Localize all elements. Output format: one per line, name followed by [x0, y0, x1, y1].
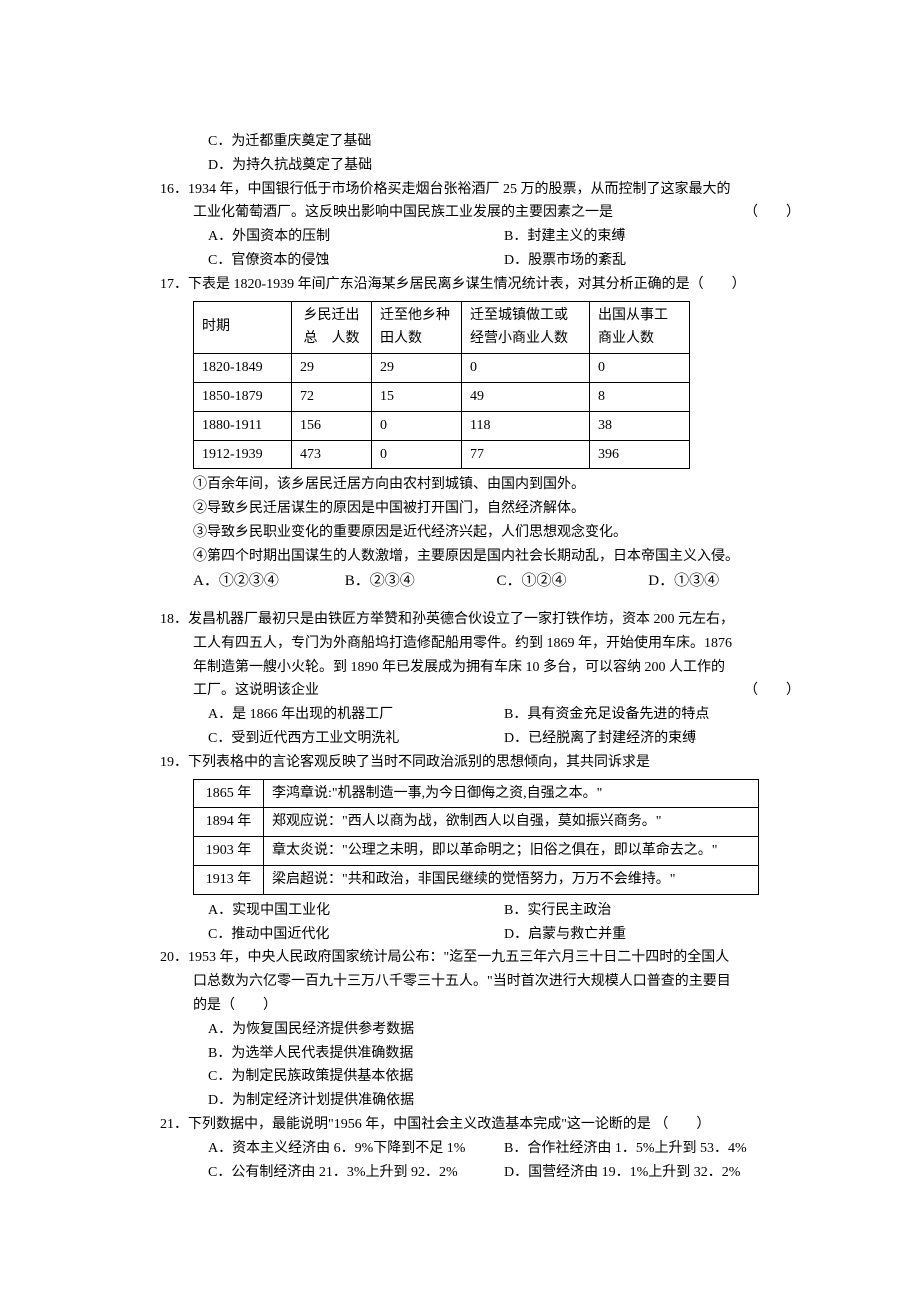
q21-options-row2: C．公有制经济由 21．3%上升到 92．2% D．国营经济由 19．1%上升到…	[140, 1161, 800, 1185]
cell: 1880-1911	[194, 411, 292, 440]
q20-stem-2: 口总数为六亿零一百九十三万八千零三十五人。"当时首次进行大规模人口普查的主要目	[140, 970, 800, 994]
cell: 38	[590, 411, 690, 440]
q16-option-d: D．股票市场的紊乱	[504, 249, 800, 273]
q16-option-a: A．外国资本的压制	[208, 225, 504, 249]
q18-paren: （ ）	[744, 679, 800, 703]
q17-option-a: A．①②③④	[193, 569, 345, 595]
q15-option-c: C．为迁都重庆奠定了基础	[140, 130, 800, 154]
q17-line2: ②导致乡民迁居谋生的原因是中国被打开国门，自然经济解体。	[140, 497, 800, 521]
cell: 15	[372, 382, 462, 411]
q19-options-row2: C．推动中国近代化 D．启蒙与救亡并重	[140, 923, 800, 947]
q17-h3: 迁至城镇做工或经营小商业人数	[462, 301, 590, 354]
cell: 156	[292, 411, 372, 440]
q16-stem-1: 16．1934 年，中国银行低于市场价格买走烟台张裕酒厂 25 万的股票，从而控…	[173, 178, 800, 202]
cell: 473	[292, 440, 372, 469]
q15-option-d: D．为持久抗战奠定了基础	[140, 154, 800, 178]
q19-table: 1865 年 李鸿章说:"机器制造一事,为今日御侮之资,自强之本。" 1894 …	[193, 779, 759, 895]
q18-option-c: C．受到近代西方工业文明洗礼	[208, 727, 504, 751]
q19-stem: 19．下列表格中的言论客观反映了当时不同政治派别的思想倾向，其共同诉求是	[173, 751, 800, 775]
q21-options-row1: A．资本主义经济由 6．9%下降到不足 1% B．合作社经济由 1．5%上升到 …	[140, 1137, 800, 1161]
cell: 1913 年	[194, 866, 264, 895]
q17-stem: 17．下表是 1820-1939 年间广东沿海某乡居民离乡谋生情况统计表，对其分…	[173, 273, 800, 297]
q18-stem-4-text: 工厂。这说明该企业	[193, 683, 319, 698]
q18-option-b: B．具有资金充足设备先进的特点	[504, 703, 800, 727]
q19-options-row1: A．实现中国工业化 B．实行民主政治	[140, 899, 800, 923]
q16-option-b: B．封建主义的束缚	[504, 225, 800, 249]
q20-stem-1: 20．1953 年，中央人民政府国家统计局公布："迄至一九五三年六月三十日二十四…	[173, 946, 800, 970]
cell: 72	[292, 382, 372, 411]
table-row: 1880-1911 156 0 118 38	[194, 411, 690, 440]
q21-option-a: A．资本主义经济由 6．9%下降到不足 1%	[208, 1137, 504, 1161]
q16-option-c: C．官僚资本的侵蚀	[208, 249, 504, 273]
q16-options-row2: C．官僚资本的侵蚀 D．股票市场的紊乱	[140, 249, 800, 273]
cell: 0	[462, 354, 590, 383]
table-row: 1850-1879 72 15 49 8	[194, 382, 690, 411]
table-row: 1894 年 郑观应说："西人以商为战，欲制西人以自强，莫如振兴商务。"	[194, 808, 759, 837]
q16-stem-2-text: 工业化葡萄酒厂。这反映出影响中国民族工业发展的主要因素之一是	[193, 205, 613, 220]
table-row: 1865 年 李鸿章说:"机器制造一事,为今日御侮之资,自强之本。"	[194, 779, 759, 808]
q21-stem: 21．下列数据中，最能说明"1956 年，中国社会主义改造基本完成"这一论断的是…	[173, 1113, 800, 1137]
table-row: 时期 乡民迁出总 人数 迁至他乡种田人数 迁至城镇做工或经营小商业人数 出国从事…	[194, 301, 690, 354]
cell: 29	[372, 354, 462, 383]
q17-h4: 出国从事工商业人数	[590, 301, 690, 354]
q17-option-c: C．①②④	[497, 569, 649, 595]
q18-stem-2: 工人有四五人，专门为外商船坞打造修配船用零件。约到 1869 年，开始使用车床。…	[140, 632, 800, 656]
q18-option-d: D．已经脱离了封建经济的束缚	[504, 727, 800, 751]
cell: 郑观应说："西人以商为战，欲制西人以自强，莫如振兴商务。"	[264, 808, 759, 837]
cell: 8	[590, 382, 690, 411]
q17-line1: ①百余年间，该乡居民迁居方向由农村到城镇、由国内到国外。	[140, 473, 800, 497]
table-row: 1912-1939 473 0 77 396	[194, 440, 690, 469]
q20-option-b: B．为选举人民代表提供准确数据	[140, 1042, 800, 1066]
q18-stem-1: 18．发昌机器厂最初只是由铁匠方举赞和孙英德合伙设立了一家打铁作坊，资本 200…	[173, 608, 800, 632]
q17-line4: ④第四个时期出国谋生的人数激增，主要原因是国内社会长期动乱，日本帝国主义入侵。	[140, 545, 800, 569]
cell: 118	[462, 411, 590, 440]
q17-h2: 迁至他乡种田人数	[372, 301, 462, 354]
cell: 0	[590, 354, 690, 383]
q21-option-c: C．公有制经济由 21．3%上升到 92．2%	[208, 1161, 504, 1185]
q20-stem-3: 的是（ ）	[140, 994, 800, 1018]
q19-option-b: B．实行民主政治	[504, 899, 800, 923]
cell: 49	[462, 382, 590, 411]
cell: 29	[292, 354, 372, 383]
q18-stem-4: 工厂。这说明该企业 （ ）	[140, 679, 800, 703]
q20-option-a: A．为恢复国民经济提供参考数据	[140, 1018, 800, 1042]
table-row: 1903 年 章太炎说："公理之未明，即以革命明之；旧俗之俱在，即以革命去之。"	[194, 837, 759, 866]
cell: 396	[590, 440, 690, 469]
q21-option-d: D．国营经济由 19．1%上升到 32．2%	[504, 1161, 800, 1185]
cell: 1865 年	[194, 779, 264, 808]
cell: 77	[462, 440, 590, 469]
cell: 1912-1939	[194, 440, 292, 469]
cell: 1850-1879	[194, 382, 292, 411]
q18-stem-3: 年制造第一艘小火轮。到 1890 年已发展成为拥有车床 10 多台，可以容纳 2…	[140, 656, 800, 680]
q20-option-c: C．为制定民族政策提供基本依据	[140, 1065, 800, 1089]
q17-h1: 乡民迁出总 人数	[292, 301, 372, 354]
q16-options-row1: A．外国资本的压制 B．封建主义的束缚	[140, 225, 800, 249]
q17-h0: 时期	[194, 301, 292, 354]
q21-option-b: B．合作社经济由 1．5%上升到 53．4%	[504, 1137, 800, 1161]
cell: 0	[372, 411, 462, 440]
cell: 1894 年	[194, 808, 264, 837]
q18-option-a: A．是 1866 年出现的机器工厂	[208, 703, 504, 727]
q16-paren: （ ）	[744, 201, 800, 225]
table-row: 1913 年 梁启超说："共和政治，非国民继续的觉悟努力，万万不会维持。"	[194, 866, 759, 895]
q16-stem-2: 工业化葡萄酒厂。这反映出影响中国民族工业发展的主要因素之一是 （ ）	[140, 201, 800, 225]
q17-line3: ③导致乡民职业变化的重要原因是近代经济兴起，人们思想观念变化。	[140, 521, 800, 545]
q19-option-d: D．启蒙与救亡并重	[504, 923, 800, 947]
table-row: 1820-1849 29 29 0 0	[194, 354, 690, 383]
q19-option-a: A．实现中国工业化	[208, 899, 504, 923]
cell: 章太炎说："公理之未明，即以革命明之；旧俗之俱在，即以革命去之。"	[264, 837, 759, 866]
cell: 1820-1849	[194, 354, 292, 383]
q18-options-row2: C．受到近代西方工业文明洗礼 D．已经脱离了封建经济的束缚	[140, 727, 800, 751]
q19-option-c: C．推动中国近代化	[208, 923, 504, 947]
q18-options-row1: A．是 1866 年出现的机器工厂 B．具有资金充足设备先进的特点	[140, 703, 800, 727]
cell: 1903 年	[194, 837, 264, 866]
q17-option-b: B．②③④	[345, 569, 497, 595]
cell: 0	[372, 440, 462, 469]
q20-option-d: D．为制定经济计划提供准确依据	[140, 1089, 800, 1113]
q17-table: 时期 乡民迁出总 人数 迁至他乡种田人数 迁至城镇做工或经营小商业人数 出国从事…	[193, 301, 690, 470]
cell: 梁启超说："共和政治，非国民继续的觉悟努力，万万不会维持。"	[264, 866, 759, 895]
q17-option-d: D．①③④	[648, 569, 800, 595]
cell: 李鸿章说:"机器制造一事,为今日御侮之资,自强之本。"	[264, 779, 759, 808]
q17-options: A．①②③④ B．②③④ C．①②④ D．①③④	[140, 569, 800, 595]
